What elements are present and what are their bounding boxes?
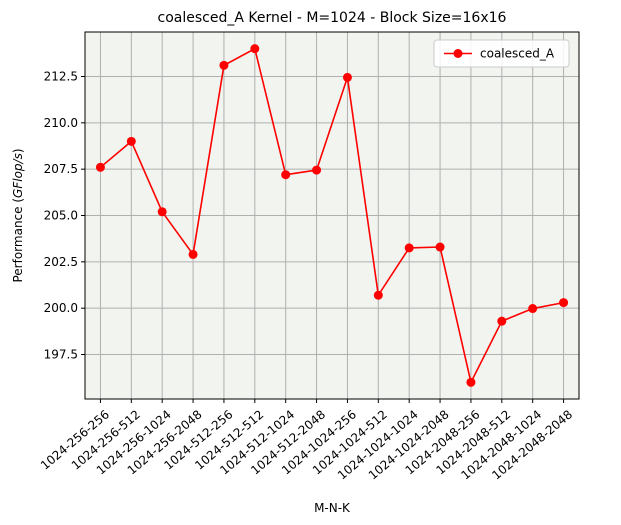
y-tick-label: 200.0 [44,301,78,315]
y-axis-title: Performance (GFlop/s) [11,148,25,282]
plot-frame [84,31,580,400]
y-axis-title-suffix: ) [11,148,25,153]
legend-label: coalesced_A [480,47,555,61]
data-point [95,162,105,172]
legend-box [433,39,570,68]
data-point [373,290,383,300]
data-point [281,170,291,180]
series-layer [95,44,569,387]
y-axis-title-prefix: Performance ( [11,198,25,283]
y-tick-label: 202.5 [44,255,78,269]
data-point [157,207,167,217]
y-axis-title-unit: GFlop/s [11,153,25,198]
data-point [188,249,198,259]
y-tick-label: 210.0 [44,116,78,130]
data-point [466,377,476,387]
y-tick-label: 197.5 [44,348,78,362]
series-line [99,47,564,384]
legend: coalesced_A [433,39,570,68]
y-tick-label: 212.5 [44,69,78,83]
y-tick-label: 205.0 [44,209,78,223]
legend-marker-icon [453,49,463,58]
data-point [497,316,507,326]
x-axis-title: M-N-K [314,501,351,515]
data-point [528,304,538,314]
data-point [404,243,414,253]
data-point [312,165,322,175]
data-point [219,60,229,70]
y-tick-label: 207.5 [44,162,78,176]
chart-title: coalesced_A Kernel - M=1024 - Block Size… [158,10,507,26]
data-point [559,298,569,308]
data-point [250,44,260,54]
data-point [126,136,136,146]
data-point [342,72,352,82]
data-point [435,242,445,252]
